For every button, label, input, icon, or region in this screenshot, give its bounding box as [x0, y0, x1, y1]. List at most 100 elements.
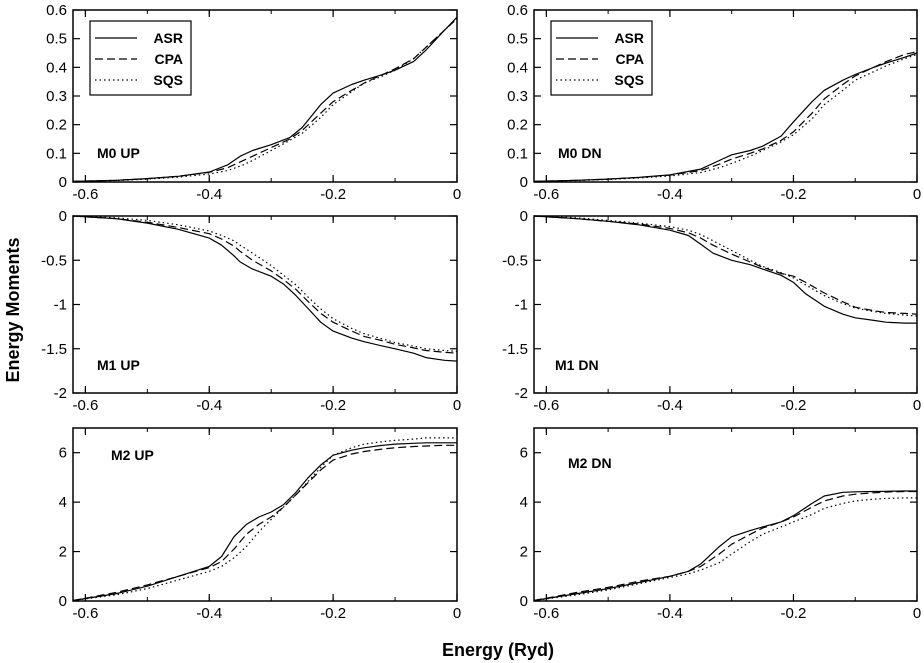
- x-tick-label: -0.4: [196, 605, 222, 622]
- y-tick-label: 2: [59, 544, 67, 561]
- y-tick-label: 0: [59, 174, 67, 191]
- legend-frame: [89, 20, 192, 96]
- series-line-cpa: [533, 215, 918, 315]
- legend-label-sqs: SQS: [614, 72, 644, 88]
- x-tick-label: -0.6: [533, 397, 559, 414]
- y-tick-label: -2: [515, 385, 528, 402]
- series-line-asr: [533, 215, 917, 324]
- series-line-asr: [72, 215, 458, 362]
- panel-label: M1 DN: [555, 357, 599, 373]
- series-line-cpa: [72, 444, 457, 602]
- plot-frame: [72, 427, 458, 602]
- x-tick-label: -0.6: [533, 186, 559, 203]
- x-tick-label: 0: [453, 397, 461, 414]
- series-line-sqs: [72, 215, 458, 352]
- panel-m1-dn: -0.6 -0.4 -0.2 0 -2 -1.5 -1 -0.5 0 M1 DN: [502, 208, 921, 414]
- y-tick-label: -0.5: [41, 252, 67, 269]
- y-tick-label: 0: [59, 208, 67, 225]
- legend-label-asr: ASR: [153, 30, 183, 46]
- y-tick-label: -1.5: [41, 341, 67, 358]
- x-tick-label: -0.6: [72, 397, 98, 414]
- panel-label: M0 DN: [558, 145, 602, 161]
- y-tick-label: 4: [59, 494, 67, 511]
- x-tick-label: 0: [453, 186, 461, 203]
- series-line-asr: [72, 442, 457, 602]
- x-tick-label: -0.4: [196, 186, 222, 203]
- legend-frame: [550, 20, 653, 96]
- y-axis-title: Energy Moments: [3, 237, 23, 382]
- x-tick-label: 0: [913, 397, 921, 414]
- y-tick-label: 6: [520, 445, 528, 462]
- x-tick-label: -0.6: [72, 186, 98, 203]
- panels: -0.6 -0.4 -0.2 0 0 0.1 0.2 0.3 0.4 0.5 0.6 M0 UP ASR…: [41, 2, 921, 622]
- y-tick-label: 0: [59, 593, 67, 610]
- y-tick-label: 0.3: [507, 88, 528, 105]
- series-line-asr: [533, 490, 917, 602]
- legend: ASR CPA SQS: [550, 20, 653, 96]
- series-line-cpa: [533, 51, 918, 182]
- y-tick-label: 0: [520, 593, 528, 610]
- y-tick-label: 0.5: [46, 31, 67, 48]
- series-line-sqs: [72, 437, 457, 602]
- legend-label-cpa: CPA: [615, 51, 644, 67]
- y-tick-label: -1: [54, 297, 67, 314]
- y-tick-label: 2: [520, 544, 528, 561]
- panel-m1-up: -0.6 -0.4 -0.2 0 -2 -1.5 -1 -0.5 0 M1 UP: [41, 208, 461, 414]
- x-tick-label: 0: [913, 605, 921, 622]
- y-tick-label: 0.6: [507, 2, 528, 19]
- panel-label: M2 DN: [568, 455, 612, 471]
- panel-m0-dn: -0.6 -0.4 -0.2 0 0 0.1 0.2 0.3 0.4 0.5 0.6 M0 DN ASR…: [507, 2, 921, 203]
- plot-frame: [533, 427, 918, 602]
- series-line-sqs: [72, 18, 458, 182]
- series-line-cpa: [72, 18, 458, 182]
- y-tick-label: 0: [520, 174, 528, 191]
- y-tick-label: 0.1: [46, 145, 67, 162]
- x-tick-label: -0.6: [533, 605, 559, 622]
- y-tick-label: 0.2: [46, 117, 67, 134]
- y-tick-label: 0: [520, 208, 528, 225]
- y-tick-label: -2: [54, 385, 67, 402]
- y-tick-label: 0.3: [46, 88, 67, 105]
- x-tick-label: -0.4: [196, 397, 222, 414]
- panel-label: M0 UP: [97, 145, 140, 161]
- y-tick-label: 0.6: [46, 2, 67, 19]
- y-tick-label: -1: [515, 297, 528, 314]
- x-tick-label: -0.2: [781, 186, 807, 203]
- x-tick-label: -0.2: [781, 605, 807, 622]
- x-tick-label: -0.4: [657, 605, 683, 622]
- x-tick-label: -0.4: [657, 397, 683, 414]
- legend-label-asr: ASR: [614, 30, 644, 46]
- y-tick-label: -0.5: [502, 252, 528, 269]
- y-tick-label: 0.4: [507, 59, 528, 76]
- series-line-sqs: [533, 215, 918, 317]
- y-tick-label: 6: [59, 445, 67, 462]
- y-tick-label: -1.5: [502, 341, 528, 358]
- x-tick-label: -0.2: [320, 605, 346, 622]
- panel-m0-up: -0.6 -0.4 -0.2 0 0 0.1 0.2 0.3 0.4 0.5 0.6 M0 UP ASR…: [46, 2, 461, 203]
- y-tick-label: 0.5: [507, 31, 528, 48]
- x-tick-label: 0: [453, 605, 461, 622]
- panel-m2-dn: -0.6 -0.4 -0.2 0 0 2 4 6 M2 DN: [520, 427, 921, 622]
- series-line-cpa: [72, 215, 458, 354]
- x-tick-label: -0.2: [320, 186, 346, 203]
- panel-label: M1 UP: [97, 357, 140, 373]
- x-tick-label: -0.4: [657, 186, 683, 203]
- y-tick-label: 0.4: [46, 59, 67, 76]
- x-tick-label: -0.6: [72, 605, 98, 622]
- x-tick-label: -0.2: [781, 397, 807, 414]
- y-tick-label: 4: [520, 494, 528, 511]
- y-tick-label: 0.2: [507, 117, 528, 134]
- panel-label: M2 UP: [111, 447, 154, 463]
- series-line-sqs: [533, 53, 918, 182]
- legend-label-sqs: SQS: [153, 72, 183, 88]
- legend-label-cpa: CPA: [154, 51, 183, 67]
- series-line-cpa: [533, 490, 917, 602]
- x-tick-label: -0.2: [320, 397, 346, 414]
- series-line-sqs: [533, 497, 917, 602]
- panel-m2-up: -0.6 -0.4 -0.2 0 0 2 4 6 M2 UP: [59, 427, 461, 622]
- x-axis-title: Energy (Ryd): [442, 640, 554, 660]
- y-tick-label: 0.1: [507, 145, 528, 162]
- legend: ASR CPA SQS: [89, 20, 192, 96]
- x-tick-label: 0: [913, 186, 921, 203]
